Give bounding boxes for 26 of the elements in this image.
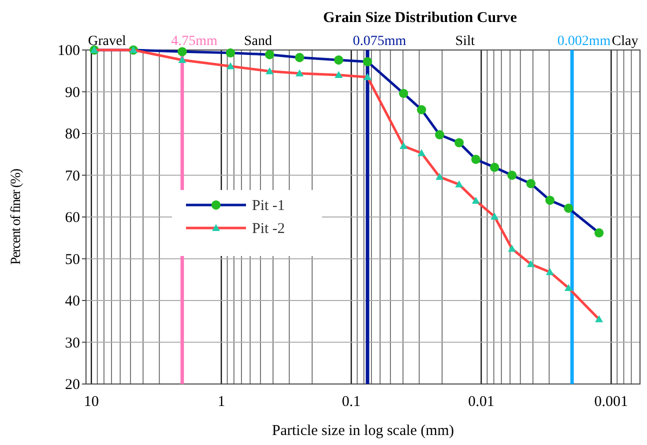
y-tick-label: 40: [65, 294, 80, 310]
text: Gravel: [88, 34, 126, 49]
x-tick-label: 10: [84, 394, 99, 410]
x-tick-label: 0.1: [342, 394, 361, 410]
y-tick-label: 50: [65, 252, 80, 268]
y-tick-label: 60: [65, 210, 80, 226]
ref-line-label: 4.75mm: [171, 34, 218, 49]
text: Silt: [455, 34, 475, 49]
text: Sand: [244, 34, 272, 49]
ref-line-label: 0.075mm: [352, 34, 406, 49]
y-tick-label: 80: [65, 126, 80, 142]
ref-line-label: 0.002mm: [557, 34, 611, 49]
y-tick-label: 30: [65, 335, 80, 352]
x-tick-label: 0.01: [468, 394, 494, 410]
chart-title: Grain Size Distribution Curve: [323, 10, 518, 26]
x-axis-title: Particle size in log scale (mm): [272, 423, 454, 439]
y-tick-label: 70: [65, 168, 80, 184]
y-axis-title: Percent of finer (%): [9, 168, 24, 265]
y-tick-label: 100: [58, 43, 80, 59]
text: Clay: [612, 34, 638, 49]
x-tick-label: 0.001: [594, 394, 628, 410]
y-tick-label: 90: [65, 84, 80, 101]
y-tick-label: 20: [65, 377, 80, 393]
legend-label: Pit -2: [252, 221, 285, 237]
x-tick-label: 1: [218, 394, 226, 410]
legend-label: Pit -1: [252, 198, 285, 214]
